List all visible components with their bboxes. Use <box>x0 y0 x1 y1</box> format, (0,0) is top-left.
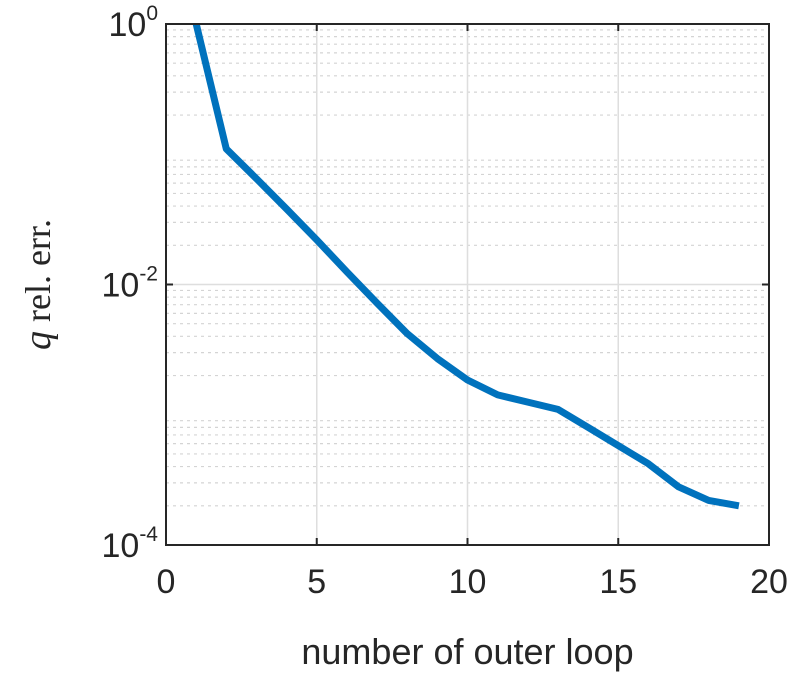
y-axis-label-text: rel. err. <box>18 219 58 331</box>
y-tick-label-exponent: -2 <box>139 263 158 286</box>
y-tick-label: 10-4 <box>101 523 158 565</box>
x-tick-labels: 0 5 10 15 20 <box>157 563 788 601</box>
y-tick-label-exponent: 0 <box>146 2 158 25</box>
x-tick-label: 10 <box>449 563 487 601</box>
x-tick-label: 5 <box>307 563 326 601</box>
y-tick-label-base: 10 <box>101 267 139 305</box>
y-axis-label-variable: q <box>17 331 59 350</box>
y-tick-label-base: 10 <box>101 527 139 565</box>
x-tick-label: 20 <box>750 563 788 601</box>
major-gridlines <box>166 24 769 545</box>
x-axis-label: number of outer loop <box>301 631 633 672</box>
series-group <box>192 23 740 510</box>
series-line <box>192 23 740 510</box>
y-tick-label: 100 <box>108 2 158 44</box>
tick-marks <box>165 23 770 546</box>
y-tick-label-base: 10 <box>108 6 146 44</box>
y-tick-label-exponent: -4 <box>139 523 158 546</box>
y-tick-label: 10-2 <box>101 263 158 305</box>
x-tick-label: 15 <box>599 563 637 601</box>
x-tick-label: 0 <box>157 563 176 601</box>
y-axis-label: q rel. err. <box>17 219 59 350</box>
